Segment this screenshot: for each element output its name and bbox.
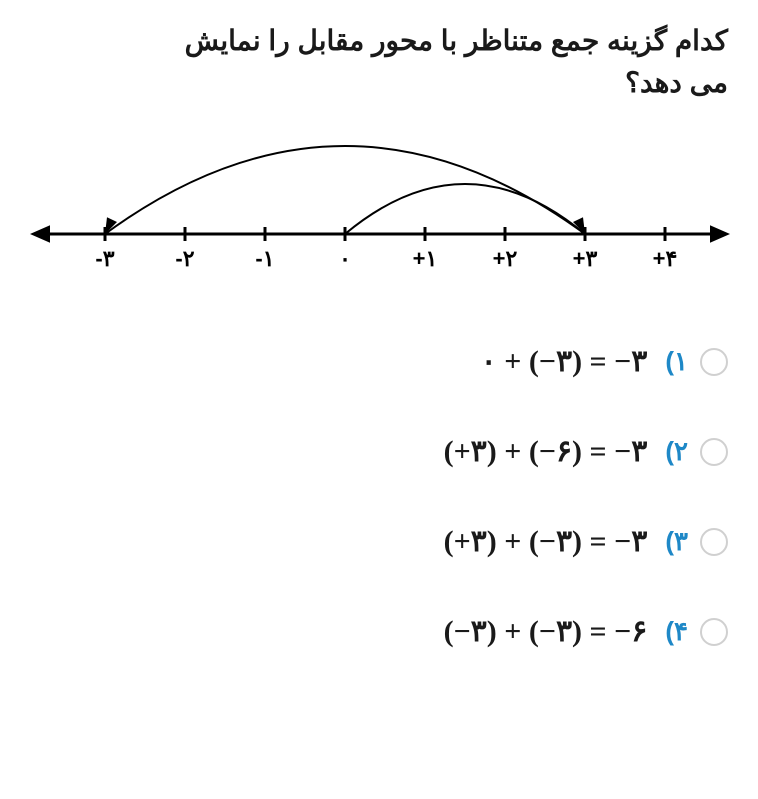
option-expression: ۰ + (−۳) = −۳ xyxy=(481,344,648,379)
option-number: ۲) xyxy=(665,436,688,467)
option-2[interactable]: ۲) (+۳) + (−۶) = −۳ xyxy=(30,434,728,469)
question-text: کدام گزینه جمع متناظر با محور مقابل را ن… xyxy=(30,20,728,104)
option-1[interactable]: ۱) ۰ + (−۳) = −۳ xyxy=(30,344,728,379)
question-line2: می دهد؟ xyxy=(625,67,728,98)
svg-text:۰: ۰ xyxy=(339,246,351,271)
svg-text:+۱: +۱ xyxy=(413,246,438,271)
svg-text:-۲: -۲ xyxy=(175,246,194,271)
question-line1: کدام گزینه جمع متناظر با محور مقابل را ن… xyxy=(185,25,728,56)
radio-icon[interactable] xyxy=(700,528,728,556)
option-expression: (−۳) + (−۳) = −۶ xyxy=(444,614,648,649)
radio-icon[interactable] xyxy=(700,348,728,376)
svg-text:-۱: -۱ xyxy=(255,246,274,271)
answer-options: ۱) ۰ + (−۳) = −۳ ۲) (+۳) + (−۶) = −۳ ۳) … xyxy=(30,344,728,649)
svg-text:-۳: -۳ xyxy=(95,246,114,271)
option-number: ۱) xyxy=(665,346,688,377)
option-3[interactable]: ۳) (+۳) + (−۳) = −۳ xyxy=(30,524,728,559)
option-number: ۳) xyxy=(665,526,688,557)
option-expression: (+۳) + (−۳) = −۳ xyxy=(444,524,648,559)
svg-text:+۴: +۴ xyxy=(653,246,678,271)
svg-text:+۳: +۳ xyxy=(573,246,598,271)
radio-icon[interactable] xyxy=(700,618,728,646)
option-4[interactable]: ۴) (−۳) + (−۳) = −۶ xyxy=(30,614,728,649)
number-line-svg: -۳ -۲ -۱ ۰ +۱ +۲ +۳ +۴ xyxy=(30,134,730,279)
radio-icon[interactable] xyxy=(700,438,728,466)
svg-text:+۲: +۲ xyxy=(493,246,518,271)
number-line-diagram: -۳ -۲ -۱ ۰ +۱ +۲ +۳ +۴ xyxy=(30,134,728,284)
option-expression: (+۳) + (−۶) = −۳ xyxy=(444,434,648,469)
option-number: ۴) xyxy=(665,616,688,647)
